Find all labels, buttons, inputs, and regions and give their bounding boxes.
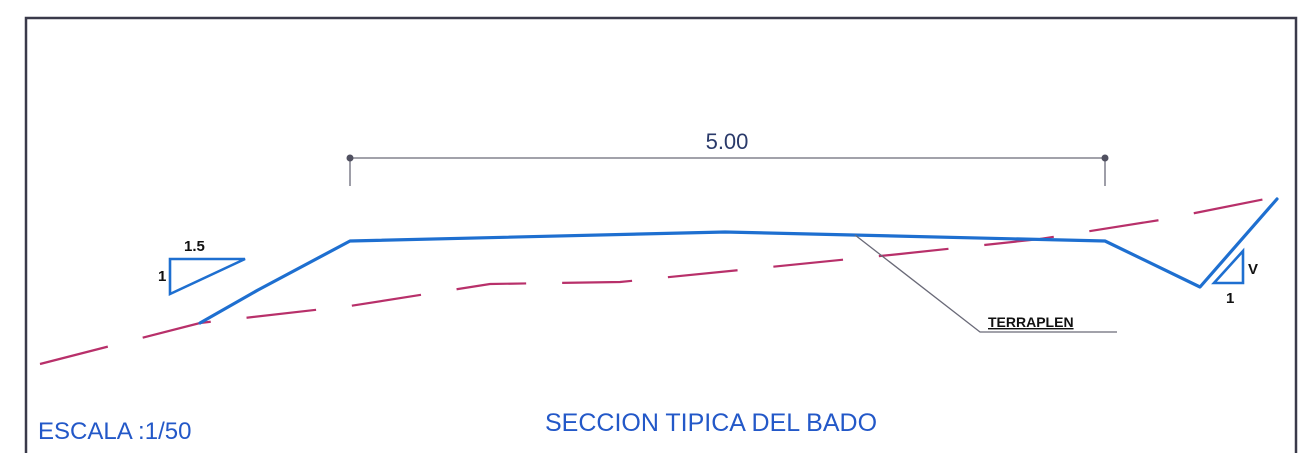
dimension-tick-left [346,154,354,162]
drawing-title: SECCION TIPICA DEL BADO [545,409,877,437]
dimension-value: 5.00 [706,129,749,154]
right-slope-indicator: V 1 [1211,247,1258,307]
right-slope-vertical: V [1248,261,1258,278]
scale-label: ESCALA :1/50 [38,418,191,445]
right-slope-triangle [1211,247,1245,285]
drawing-frame [24,16,1298,453]
left-slope-vertical: 1 [158,268,166,285]
road-section-profile [198,197,1279,325]
right-slope-horizontal: 1 [1226,290,1234,307]
terraplen-callout: TERRAPLEN [854,234,1117,333]
terraplen-leader-line [854,234,1117,333]
left-slope-indicator: 1.5 1 [158,238,246,297]
width-dimension: 5.00 [346,129,1109,186]
terraplen-label: TERRAPLEN [988,314,1074,330]
left-slope-triangle [168,257,246,297]
natural-ground-line [39,195,1276,366]
dimension-tick-right [1101,154,1109,162]
left-slope-horizontal: 1.5 [184,238,205,255]
